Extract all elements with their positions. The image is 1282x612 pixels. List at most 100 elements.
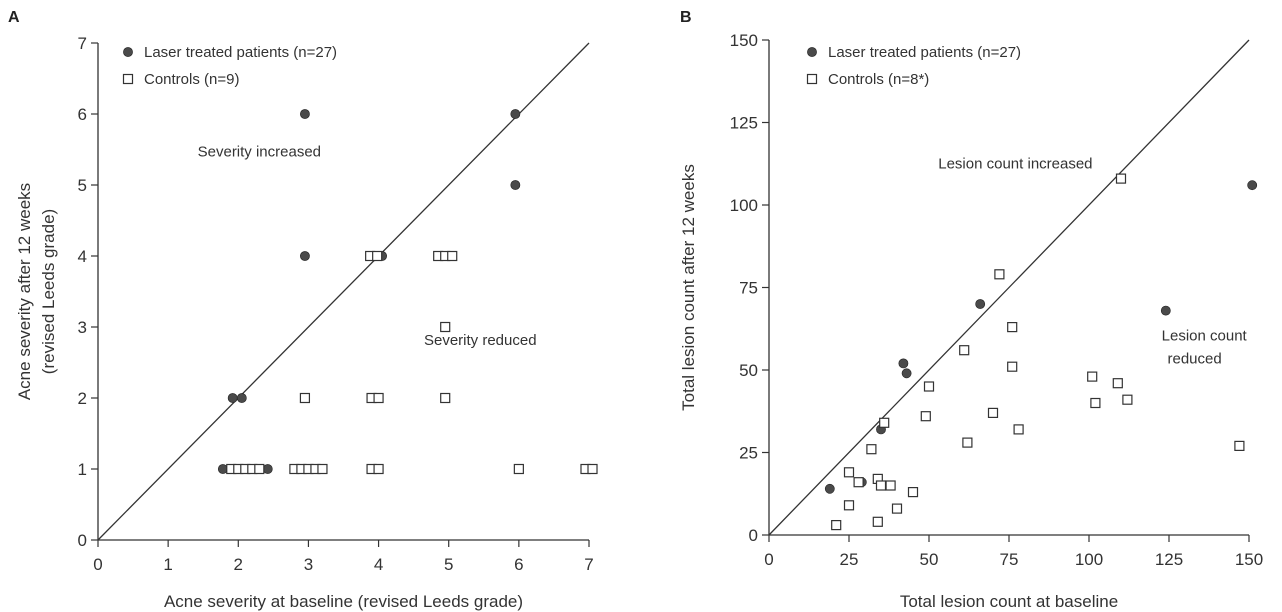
data-point-treated: [1160, 305, 1171, 316]
annotation-text: Lesion count increased: [938, 156, 1092, 173]
data-point-control: [872, 516, 883, 527]
data-point-treated: [510, 180, 521, 190]
series-controls: [226, 250, 598, 475]
x-tick-label: 100: [1075, 550, 1103, 569]
data-point-control: [907, 487, 919, 498]
data-point-control: [875, 480, 887, 491]
data-point-control: [843, 500, 855, 511]
y-tick-label: 4: [78, 247, 87, 266]
x-tick-label: 125: [1155, 550, 1183, 569]
x-tick-label: 1: [163, 555, 172, 574]
x-tick-label: 3: [304, 555, 313, 574]
data-point-control: [1112, 378, 1123, 389]
y-tick-label: 125: [730, 114, 758, 133]
annotation-text: Severity reduced: [424, 332, 537, 349]
data-point-control: [853, 477, 864, 488]
x-axis-title: Acne severity at baseline (revised Leeds…: [164, 592, 523, 611]
y-tick-label: 75: [739, 279, 758, 298]
y-axis-title: Total lesion count after 12 weeks: [679, 164, 698, 411]
annotation-text: Lesion count: [1162, 327, 1248, 344]
chart-panel-a: A 0 1 2 3 4 5 6 7 0 1 2 3 4 5 6 7 Acne severity at baseli…: [8, 9, 598, 611]
data-point-control: [1013, 424, 1024, 435]
data-point-control: [994, 269, 1005, 280]
legend-marker-treated: [807, 47, 817, 57]
data-point-control: [587, 463, 598, 475]
y-axis-title: (revised Leeds grade): [39, 209, 58, 374]
legend-marker-control: [806, 73, 818, 85]
y-tick-label: 100: [730, 196, 758, 215]
legend-label: Laser treated patients (n=27): [144, 44, 337, 61]
data-point-treated: [217, 464, 228, 474]
data-point-control: [254, 463, 265, 475]
data-point-treated: [510, 109, 521, 119]
x-tick-label: 2: [234, 555, 243, 574]
data-point-control: [1122, 394, 1133, 405]
y-tick-label: 25: [739, 444, 758, 463]
chart-panel-b: B 0 25 50 75 100 125 150 0 25 50 75 100 125 150 Total l…: [679, 9, 1263, 611]
data-point-control: [1234, 440, 1245, 451]
y-tick-label: 7: [78, 34, 87, 53]
data-point-control: [373, 463, 384, 475]
data-point-control: [1115, 173, 1127, 184]
data-point-treated: [975, 299, 986, 309]
data-point-control: [440, 321, 451, 333]
data-point-control: [373, 392, 384, 404]
identity-line: [768, 39, 1250, 536]
legend-label: Controls (n=8*): [828, 71, 929, 88]
data-point-control: [299, 392, 311, 404]
x-tick-label: 6: [514, 555, 523, 574]
legend-marker-treated: [123, 47, 133, 57]
legend-label: Controls (n=9): [144, 71, 239, 88]
series-controls: [831, 173, 1245, 531]
data-point-control: [1087, 371, 1098, 382]
legend-marker-control: [122, 73, 134, 85]
series-treated: [217, 109, 521, 474]
x-tick-label: 50: [920, 550, 939, 569]
panel-letter: B: [680, 9, 692, 26]
y-tick-label: 50: [739, 361, 758, 380]
data-point-control: [866, 444, 877, 455]
data-point-control: [372, 250, 383, 262]
x-tick-label: 25: [840, 550, 859, 569]
data-point-control: [440, 392, 451, 404]
data-point-control: [962, 437, 973, 448]
data-point-treated: [227, 393, 238, 403]
panel-letter: A: [8, 9, 20, 26]
data-point-treated: [1247, 180, 1258, 191]
data-point-treated: [262, 464, 273, 474]
y-tick-label: 6: [78, 105, 87, 124]
data-point-control: [891, 503, 903, 514]
x-tick-label: 4: [374, 555, 383, 574]
identity-line: [97, 42, 590, 541]
data-point-control: [513, 463, 524, 475]
data-point-treated: [901, 368, 912, 379]
data-point-treated: [300, 109, 310, 119]
x-tick-label: 75: [1000, 550, 1019, 569]
x-tick-label: 150: [1235, 550, 1263, 569]
data-point-control: [923, 381, 935, 392]
data-point-control: [920, 411, 931, 422]
y-tick-label: 2: [78, 389, 87, 408]
data-point-control: [987, 407, 999, 418]
x-axis-title: Total lesion count at baseline: [900, 592, 1118, 611]
annotation-text: reduced: [1167, 350, 1221, 367]
data-point-control: [843, 467, 855, 478]
data-point-treated: [824, 483, 835, 494]
data-point-control: [447, 250, 458, 262]
data-point-control: [959, 345, 970, 356]
data-point-control: [831, 519, 842, 531]
data-point-control: [1007, 322, 1018, 333]
annotation-text: Severity increased: [198, 144, 321, 161]
x-tick-label: 0: [764, 550, 773, 569]
x-tick-label: 0: [93, 555, 102, 574]
y-tick-label: 150: [730, 31, 758, 50]
y-tick-label: 0: [78, 531, 87, 550]
data-point-treated: [236, 393, 247, 403]
y-tick-label: 1: [78, 460, 87, 479]
data-point-control: [885, 480, 896, 491]
data-point-control: [879, 417, 890, 428]
y-axis-title: Acne severity after 12 weeks: [15, 183, 34, 400]
data-point-control: [317, 463, 328, 475]
legend-label: Laser treated patients (n=27): [828, 44, 1021, 61]
